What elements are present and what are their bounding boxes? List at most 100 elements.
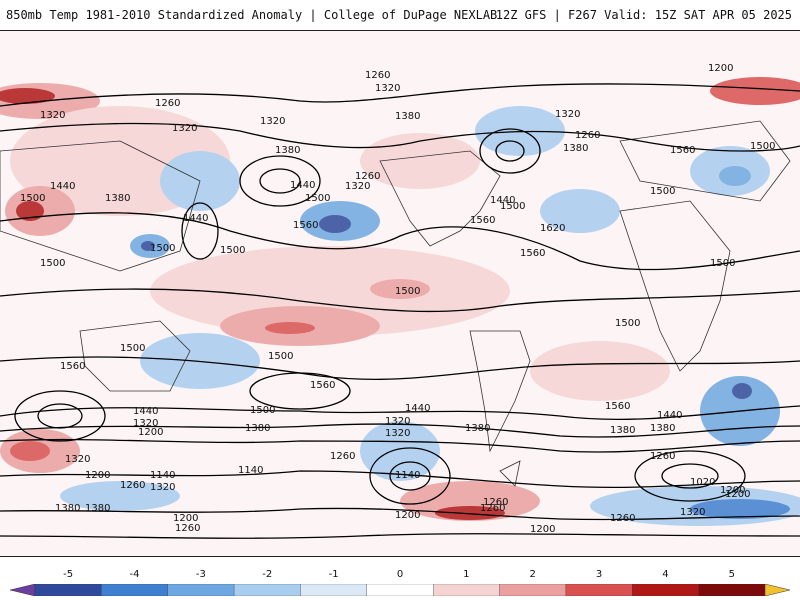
contour-label: 1380	[105, 193, 130, 204]
contour-labels: 1260 1320 1200 1260 1320 1320 1320 1380 …	[20, 63, 775, 535]
europe-outline	[619, 120, 791, 202]
contour-label: 1260	[330, 451, 355, 462]
contour-label: 1500	[650, 186, 675, 197]
colorbar-arrow-high	[764, 584, 790, 596]
contour-label: 1500	[268, 351, 293, 362]
contour-label: 1560	[470, 215, 495, 226]
colorbar-tick-label: -4	[129, 569, 140, 580]
anomaly-shading	[0, 77, 800, 526]
contour-label: 1380	[245, 423, 270, 434]
colorbar-tick-label: -2	[262, 569, 273, 580]
colorbar-tick-label: 4	[662, 569, 669, 580]
contour-label: 1380	[55, 503, 80, 514]
contour-label: 1320	[680, 507, 705, 518]
contour-label: 1500	[615, 318, 640, 329]
contour-label: 1560	[310, 380, 335, 391]
contour-label: 1140	[395, 470, 420, 481]
contour-label: 1200	[85, 470, 110, 481]
contour-label: 1440	[657, 410, 682, 421]
contour-label: 1260	[483, 497, 508, 508]
contour-label: 1320	[40, 110, 65, 121]
map-canvas: 1260 1320 1200 1260 1320 1320 1320 1380 …	[0, 31, 800, 556]
contour-label: 1380	[395, 111, 420, 122]
colorbar-tick-label: -1	[328, 569, 339, 580]
colorbar-segment	[632, 584, 699, 596]
contour-label: 1200	[708, 63, 733, 74]
contour-label: 1260	[120, 480, 145, 491]
contour-label: 1500	[750, 141, 775, 152]
anomaly-colorbar: -5 -4 -3 -2 -1 0 1 2 3 4 5	[10, 569, 790, 597]
colorbar-segment	[433, 584, 500, 596]
contour-label: 1320	[375, 83, 400, 94]
contour-label: 1200	[720, 485, 745, 496]
africa-outline	[619, 200, 731, 372]
contour-label: 1500	[500, 201, 525, 212]
australia-outline	[79, 320, 191, 392]
contour-label: 1200	[395, 510, 420, 521]
contour-label: 1320	[555, 109, 580, 120]
colorbar-segment	[499, 584, 567, 596]
contour-label: 1200	[725, 489, 750, 500]
colorbar-segment	[300, 584, 367, 596]
contour-label: 1500	[220, 245, 245, 256]
contour-label: 1200	[173, 513, 198, 524]
contour-label: 1560	[520, 248, 545, 259]
colorbar-tick-label: -3	[195, 569, 206, 580]
contour-label: 1260	[155, 98, 180, 109]
colorbar-bar	[10, 584, 790, 596]
colorbar-tick-label: 0	[396, 569, 404, 580]
contour-label: 1440	[490, 195, 515, 206]
contour-label: 1440	[405, 403, 430, 414]
contour-label: 1620	[540, 223, 565, 234]
contour-label: 1500	[710, 258, 735, 269]
contour-label: 1380	[610, 425, 635, 436]
colorbar-segment	[101, 584, 168, 596]
contour-label: 1560	[670, 145, 695, 156]
contour-label: 1320	[65, 454, 90, 465]
contour-label: 1500	[40, 258, 65, 269]
south-america-tip	[499, 460, 521, 487]
contour-label: 1320	[385, 416, 410, 427]
contour-label: 1320	[385, 428, 410, 439]
colorbar-segment	[698, 584, 766, 596]
coastlines	[0, 120, 791, 487]
contour-label: 1380	[275, 145, 300, 156]
contour-label: 1140	[150, 470, 175, 481]
contour-label: 1380	[650, 423, 675, 434]
colorbar-segment	[34, 584, 102, 596]
colorbar-segment	[167, 584, 235, 596]
contour-label: 1260	[650, 451, 675, 462]
north-america-outline	[379, 150, 501, 247]
asia-outline	[0, 140, 201, 272]
colorbar-segment	[565, 584, 633, 596]
colorbar-tick-label: 2	[529, 569, 536, 580]
contour-label: 1560	[60, 361, 85, 372]
contour-label: 1320	[345, 181, 370, 192]
contour-label: 1320	[150, 482, 175, 493]
contour-label: 1560	[293, 220, 318, 231]
colorbar-segment	[366, 584, 434, 596]
map-title: 850mb Temp 1981-2010 Standardized Anomal…	[6, 8, 498, 22]
contour-label: 1500	[395, 286, 420, 297]
height-contours	[0, 83, 800, 539]
contour-label: 1260	[575, 130, 600, 141]
south-america-outline	[469, 330, 531, 453]
contour-label: 1440	[183, 213, 208, 224]
contour-label: 1500	[150, 243, 175, 254]
contour-label: 1320	[172, 123, 197, 134]
colorbar-tick-label: 5	[728, 569, 735, 580]
contour-label: 1020	[690, 477, 715, 488]
contour-label: 1200	[138, 427, 163, 438]
colorbar-arrow-low	[10, 584, 36, 596]
contour-label: 1140	[238, 465, 263, 476]
contour-label: 1200	[530, 524, 555, 535]
contour-label: 1320	[133, 418, 158, 429]
contour-label: 1260	[175, 523, 200, 534]
colorbar-tick-labels: -5 -4 -3 -2 -1 0 1 2 3 4 5	[10, 569, 790, 583]
model-run-info: 12Z GFS | F267 Valid: 15Z SAT APR 05 202…	[495, 8, 792, 22]
colorbar-segment	[233, 584, 301, 596]
colorbar-tick-label: 1	[463, 569, 470, 580]
contour-label: 1500	[20, 193, 45, 204]
contour-label: 1440	[133, 406, 158, 417]
contour-label: 1380	[465, 423, 490, 434]
